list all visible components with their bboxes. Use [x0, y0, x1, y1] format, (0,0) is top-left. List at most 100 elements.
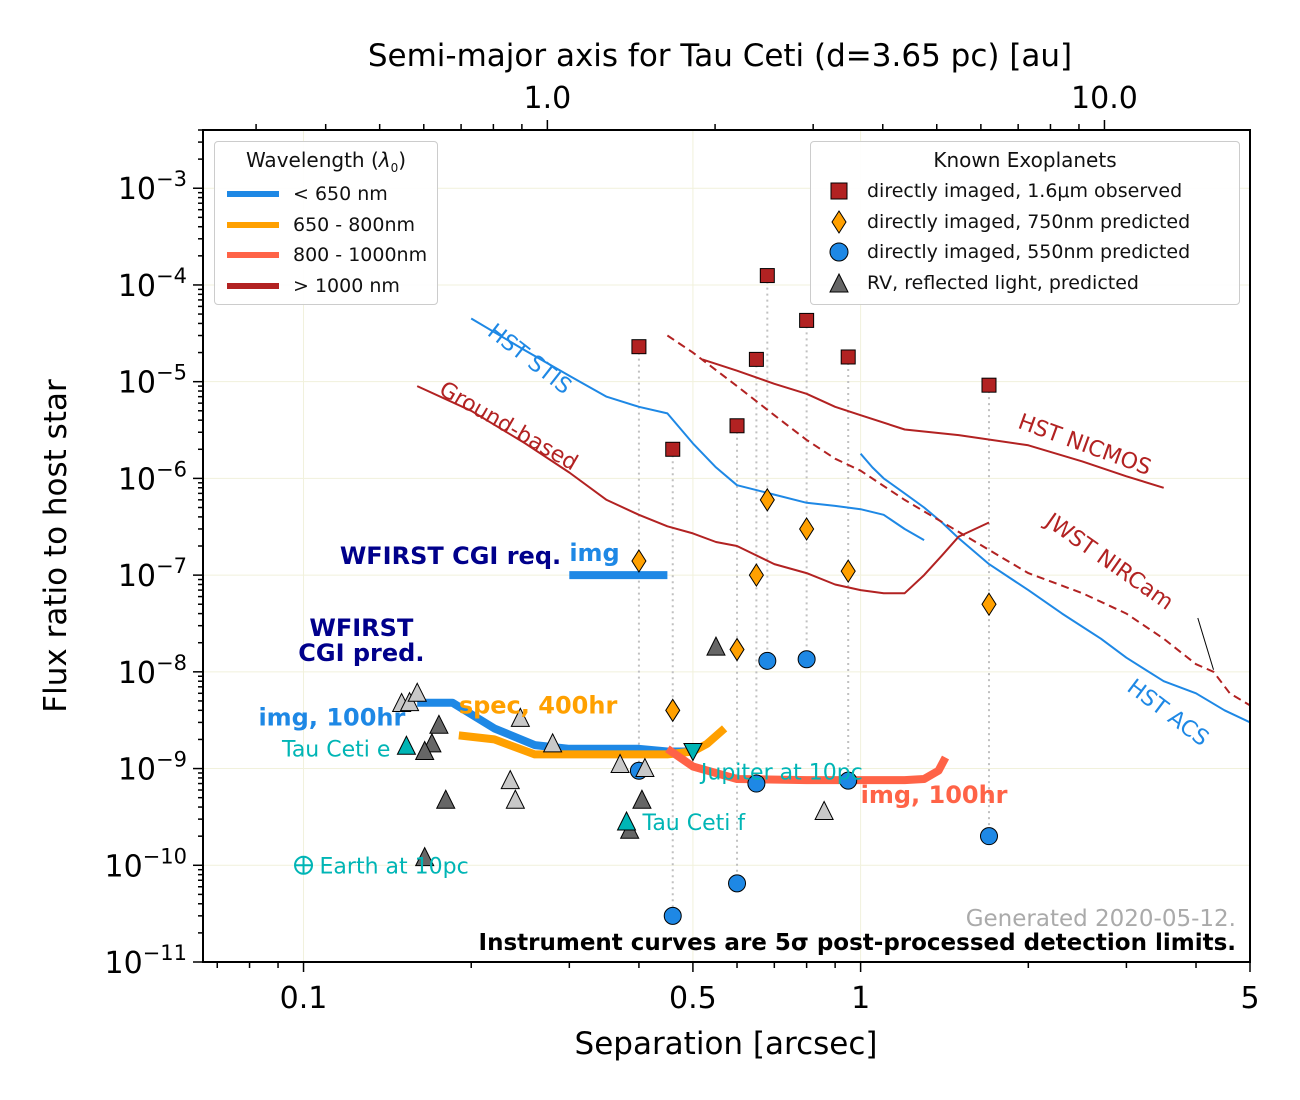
imaged-750nm-marker — [748, 563, 764, 588]
imaged-750nm-marker — [759, 487, 775, 512]
imaged-750nm-marker — [981, 592, 997, 617]
reference-marker — [616, 810, 637, 831]
curve-img-100hr — [665, 745, 950, 785]
x-tick-label: 1 — [851, 981, 870, 1016]
y-tick-label: 10−11 — [104, 941, 187, 981]
y-axis-label: Flux ratio to host star — [38, 379, 74, 713]
reference-label: Tau Ceti f — [642, 811, 747, 836]
y-tick-label: 10−4 — [118, 264, 187, 304]
imaged-550nm-marker — [747, 774, 766, 793]
curve-label: HST ACS — [1122, 675, 1213, 752]
axes: 0.1 0.5 1 5 1.0 10.0 10−11 10−10 10−9 10−8 10−7 10−… — [104, 81, 1259, 1016]
imaged-1600nm-marker — [729, 418, 745, 434]
y-tick-label: 10−3 — [118, 167, 187, 207]
imaged-750nm-marker — [665, 698, 681, 723]
wavelength-legend-title: Wavelength (λ0) — [245, 148, 407, 175]
x-axis-label: Separation [arcsec] — [575, 1026, 878, 1062]
rv-planet-marker-light — [407, 682, 428, 702]
top-axis-label: Semi-major axis for Tau Ceti (d=3.65 pc)… — [368, 38, 1072, 74]
curve-hst-stis — [470, 317, 925, 541]
legend-row-lt650: < 650 nm — [215, 179, 437, 210]
triangle-marker-icon — [827, 271, 851, 295]
y-tick-label: 10−5 — [118, 361, 187, 401]
reference-label: Jupiter at 10pc — [699, 761, 863, 786]
imaged-1600nm-marker — [799, 312, 815, 328]
x-tick-label: 0.5 — [669, 981, 717, 1016]
imaged-1600nm-marker — [665, 441, 681, 457]
y-tick-label: 10−10 — [104, 844, 187, 884]
imaged-550nm-marker — [663, 906, 682, 925]
planet-markers — [294, 268, 998, 925]
imaged-550nm-marker — [758, 651, 777, 670]
legend-swatch-800-1000 — [227, 252, 279, 259]
reference-label: Tau Ceti e — [281, 737, 390, 762]
reference-label: Earth at 10pc — [320, 854, 469, 879]
imaged-1600nm-marker — [759, 268, 775, 284]
rv-planet-marker-dark — [414, 740, 435, 761]
rv-planet-marker-light — [635, 757, 655, 778]
imaged-1600nm-marker — [840, 349, 856, 365]
imaged-550nm-marker — [797, 650, 816, 669]
top-tick-label: 10.0 — [1071, 81, 1138, 116]
imaged-750nm-marker — [799, 517, 815, 541]
y-tick-label: 10−6 — [118, 457, 187, 497]
chart-annotation: img, 100hr — [861, 781, 1008, 809]
rv-planet-marker-light — [510, 707, 531, 727]
imaged-750nm-marker — [631, 549, 647, 573]
jwst-label-leader — [1197, 617, 1214, 670]
legend-row-imaged-1600: directly imaged, 1.6μm observed — [811, 176, 1239, 207]
imaged-550nm-marker — [728, 874, 747, 893]
y-tick-label: 10−9 — [118, 748, 187, 788]
legend-row-rv: RV, reflected light, predicted — [811, 268, 1239, 299]
rv-planet-marker-dark — [435, 789, 456, 809]
legend-swatch-lt650 — [227, 191, 279, 198]
imaged-1600nm-marker — [631, 339, 647, 355]
legend-row-gt1000: > 1000 nm — [215, 271, 437, 302]
imaged-1600nm-marker — [981, 377, 997, 393]
legend-row-imaged-550: directly imaged, 550nm predicted — [811, 237, 1239, 268]
curve-label: JWST NIRCam — [1039, 508, 1178, 616]
imaged-750nm-marker — [840, 559, 856, 584]
legend-row-650-800: 650 - 800nm — [215, 210, 437, 241]
rv-planet-marker-light — [500, 769, 521, 790]
annotations: Tau Ceti e Tau Ceti f Jupiter at 10pc Earth… — [258, 319, 1214, 879]
rv-planet-marker-light — [814, 800, 834, 820]
imaged-750nm-marker — [729, 637, 745, 662]
square-marker-icon — [827, 179, 851, 203]
chart-annotation: CGI pred. — [298, 639, 424, 667]
rv-planet-marker-light — [542, 732, 563, 753]
chart-annotation: img, 100hr — [258, 703, 405, 731]
imaged-550nm-marker — [839, 771, 858, 790]
curve-label: HST NICMOS — [1015, 410, 1155, 481]
rv-planet-marker-dark — [414, 846, 435, 867]
x-tick-label: 5 — [1240, 981, 1259, 1016]
rv-planet-marker-dark — [429, 714, 449, 734]
chart-annotation: WFIRST CGI req. — [340, 542, 561, 570]
curve-hst-nicmos — [702, 358, 1164, 489]
legend-swatch-gt1000 — [227, 282, 279, 289]
chart-annotation: WFIRST — [309, 614, 414, 642]
legend-swatch-650-800 — [227, 221, 279, 228]
diamond-marker-icon — [827, 209, 851, 234]
legend-row-800-1000: 800 - 1000nm — [215, 240, 437, 271]
rv-planet-marker-dark — [706, 636, 726, 656]
rv-planet-marker-dark — [632, 789, 652, 809]
x-tick-label: 0.1 — [280, 981, 328, 1016]
y-tick-label: 10−7 — [118, 554, 187, 594]
top-tick-label: 1.0 — [524, 81, 572, 116]
instrument-curves — [416, 317, 1250, 785]
reference-marker — [683, 743, 703, 762]
circle-marker-icon — [827, 240, 851, 264]
imaged-1600nm-marker — [748, 351, 764, 367]
generated-date: Generated 2020-05-12. — [966, 906, 1236, 932]
known-exoplanets-legend: Known Exoplanets directly imaged, 1.6μm … — [810, 141, 1240, 305]
rv-planet-marker-light — [505, 789, 526, 809]
known-exoplanets-legend-title: Known Exoplanets — [933, 148, 1117, 172]
footnote: Instrument curves are 5σ post-processed … — [479, 930, 1236, 956]
chart-annotation: spec, 400hr — [459, 692, 618, 720]
curve-ground-based — [416, 385, 990, 595]
imaged-550nm-marker — [979, 827, 998, 846]
legend-row-imaged-750: directly imaged, 750nm predicted — [811, 207, 1239, 238]
reference-marker — [396, 735, 417, 755]
